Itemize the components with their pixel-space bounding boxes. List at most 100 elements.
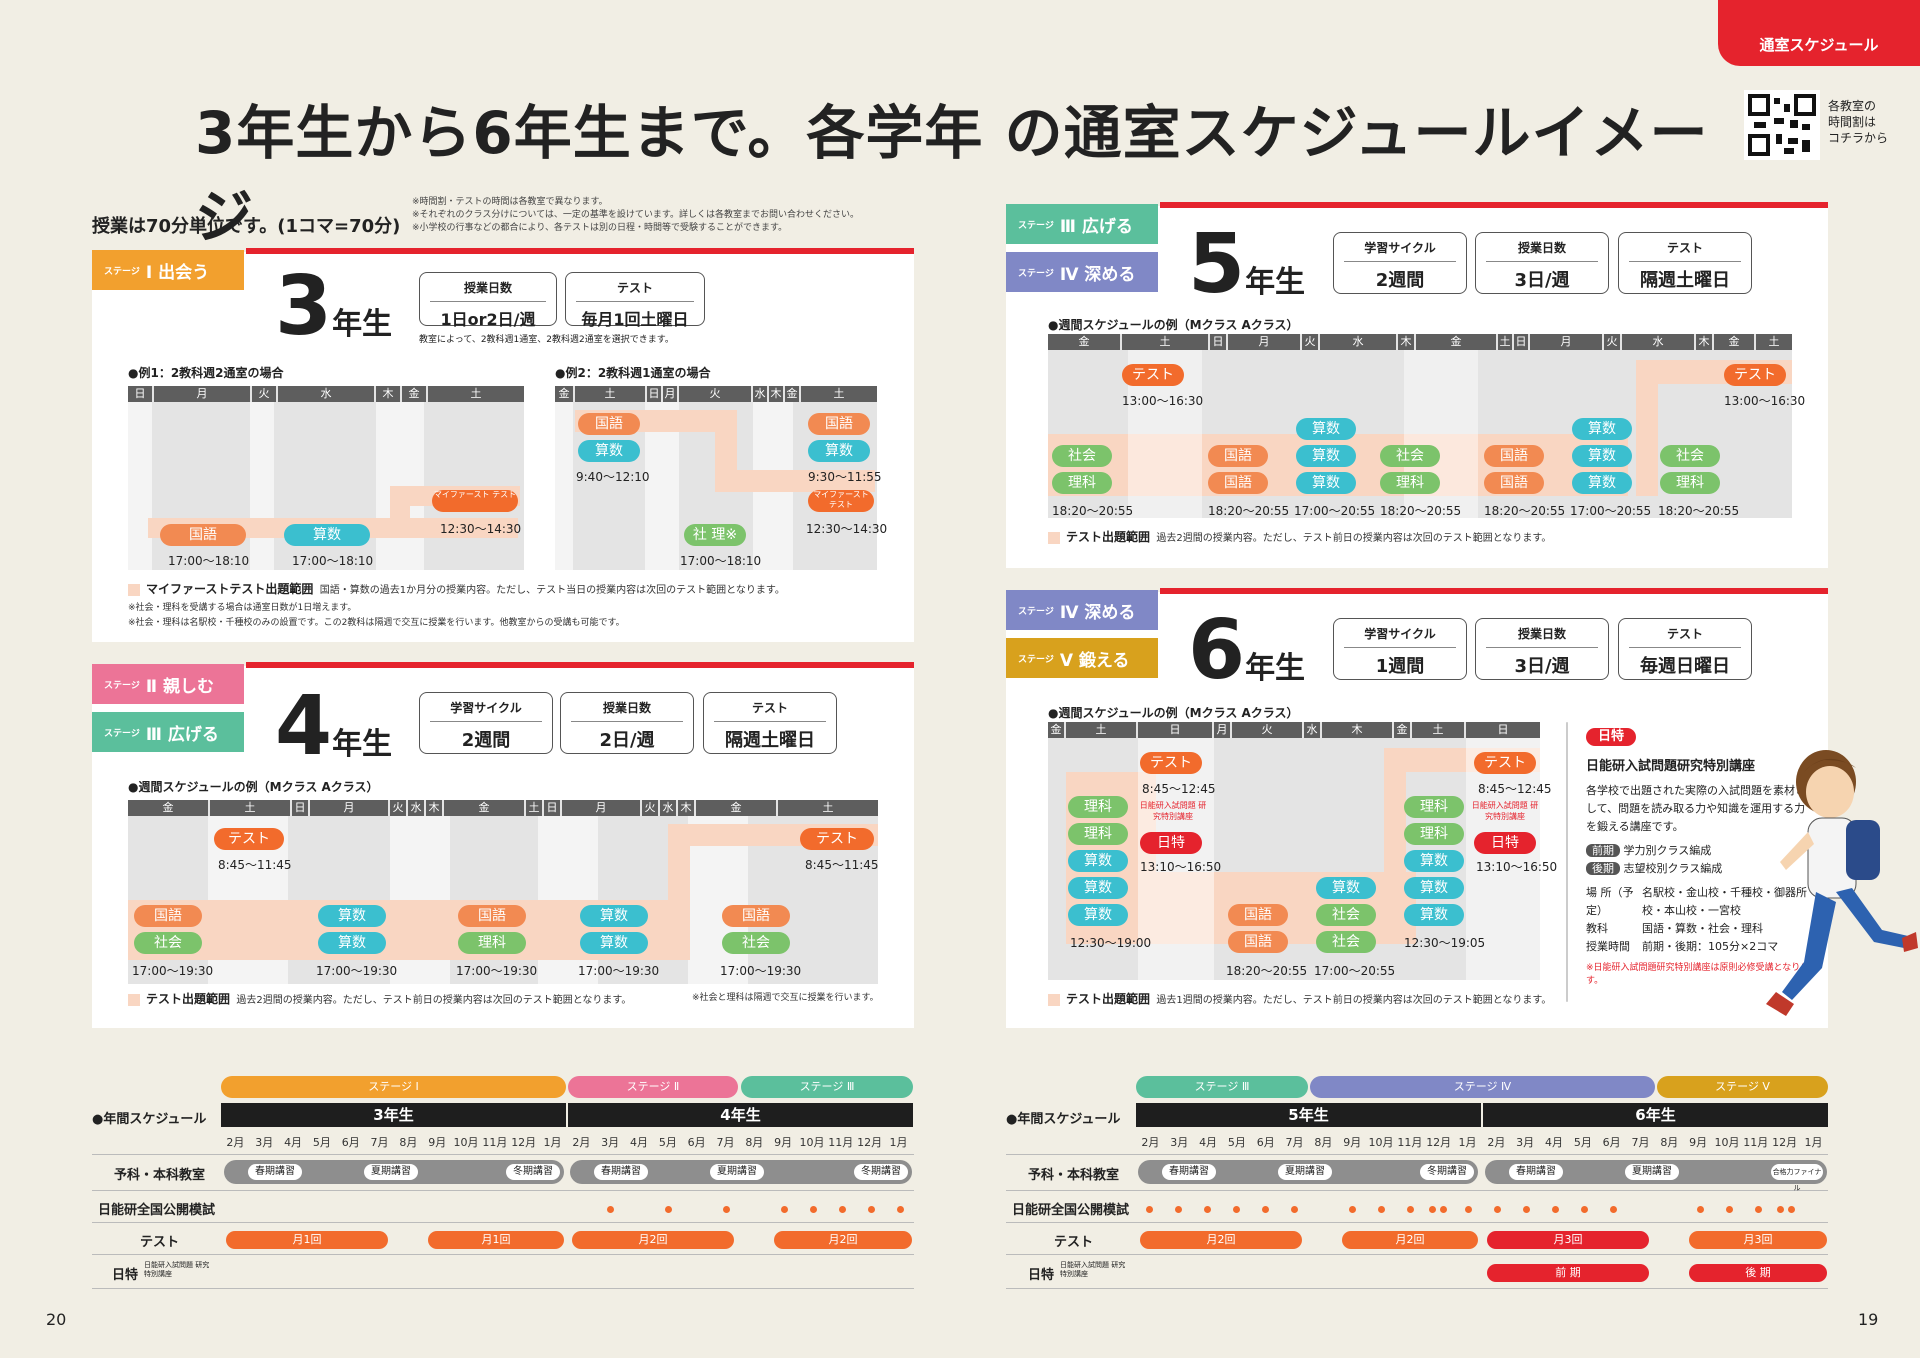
time-label: 13:00〜16:30 bbox=[1122, 394, 1204, 408]
info-cycle: 学習サイクル 1週間 bbox=[1333, 618, 1467, 680]
qr-note: 各教室の 時間割は コチラから bbox=[1828, 99, 1889, 145]
month-row: 2月 3月 4月 5月 6月 7月 8月 9月 10月 11月 12月 1月 2月 3月 4月 5月 6月 7月 8… bbox=[221, 1134, 913, 1150]
month-label: 1月 bbox=[1458, 1136, 1477, 1149]
time-label: 18:20〜20:55 bbox=[1208, 504, 1290, 518]
class-pill: 算数 bbox=[578, 440, 640, 462]
year-block: 5年生 bbox=[1136, 1103, 1481, 1127]
class-pill: 社会 bbox=[1316, 931, 1376, 953]
legend: マイファーストテスト出題範囲 国語・算数の過去1か月分の授業内容。ただし、テスト… bbox=[128, 580, 785, 597]
class-pill: 算数 bbox=[1572, 418, 1632, 440]
class-pill: 社会 bbox=[1052, 445, 1112, 467]
class-pill: 算数 bbox=[1296, 445, 1356, 467]
nittoku-pill: 日特 bbox=[1474, 832, 1536, 854]
month-label: 5月 bbox=[658, 1136, 677, 1149]
month-label: 9月 bbox=[428, 1136, 447, 1149]
row-sublabel: 日能研入試問題 研究特別講座 bbox=[144, 1261, 210, 1278]
month-label: 2月 bbox=[572, 1136, 591, 1149]
time-label: 12:30〜19:00 bbox=[1070, 936, 1152, 950]
test-bar: 月1回 bbox=[428, 1231, 564, 1249]
class-pill: 理科 bbox=[458, 932, 526, 954]
month-row: 2月 3月 4月 5月 6月 7月 8月 9月 10月 11月 12月 1月 2月 3月 4月 5月 6月 7月 8… bbox=[1136, 1134, 1828, 1150]
class-pill: 算数 bbox=[1404, 850, 1464, 872]
page-number-right: 19 bbox=[1858, 1310, 1879, 1329]
day-header: 金 bbox=[402, 386, 426, 402]
note: ※社会・理科を受講する場合は通室日数が1日増えます。 bbox=[128, 603, 357, 613]
row-label: 日特 bbox=[1028, 1268, 1055, 1283]
day-header: 火 bbox=[679, 386, 751, 402]
nittoku-badge: 日特 bbox=[1586, 728, 1637, 746]
page-number-left: 20 bbox=[46, 1310, 67, 1329]
time-label: 13:10〜16:50 bbox=[1140, 860, 1222, 874]
year-block: 3年生 bbox=[221, 1103, 566, 1127]
month-label: 11月 bbox=[1743, 1136, 1769, 1149]
info-test: テスト 隔週土曜日 bbox=[1618, 232, 1752, 294]
class-pill: 算数 bbox=[1404, 877, 1464, 899]
month-label: 4月 bbox=[630, 1136, 648, 1149]
class-pill: 算数 bbox=[318, 905, 386, 927]
notes: ※時間割・テストの時間は各教室で異なります。 ※それぞれのクラス分けについては、一… bbox=[412, 197, 860, 233]
month-label: 8月 bbox=[1660, 1136, 1679, 1149]
class-pill: 算数 bbox=[1068, 904, 1128, 926]
legend: テスト出題範囲 過去2週間の授業内容。ただし、テスト前日の授業内容は次回のテスト… bbox=[128, 990, 631, 1007]
stage-badge: ステージ Ⅴ 鍛える bbox=[1006, 638, 1158, 678]
time-label: 17:00〜20:55 bbox=[1570, 504, 1652, 518]
row-label: 予科・本科教室 bbox=[1028, 1168, 1120, 1183]
legend: テスト出題範囲 過去2週間の授業内容。ただし、テスト前日の授業内容は次回のテスト… bbox=[1048, 528, 1551, 545]
time-label: 8:45〜12:45 bbox=[1142, 782, 1216, 796]
qr-code-icon[interactable] bbox=[1744, 90, 1820, 160]
month-label: 1月 bbox=[889, 1136, 908, 1149]
time-label: 18:20〜20:55 bbox=[1380, 504, 1462, 518]
class-pill: 算数 bbox=[1068, 877, 1128, 899]
weekly-title: ●週間スケジュールの例（Mクラス Aクラス） bbox=[128, 780, 379, 794]
time-label: 18:20〜20:55 bbox=[1658, 504, 1740, 518]
class-pill: 社会 bbox=[1380, 445, 1440, 467]
info-cycle: 学習サイクル 2週間 bbox=[1333, 232, 1467, 294]
weekly-title: ●週間スケジュールの例（Mクラス Aクラス） bbox=[1048, 318, 1299, 332]
stage-badge: ステージ Ⅱ 親しむ bbox=[92, 664, 244, 704]
month-label: 6月 bbox=[1256, 1136, 1275, 1149]
class-pill: 理科 bbox=[1660, 472, 1720, 494]
month-label: 8月 bbox=[399, 1136, 418, 1149]
class-pill: 算数 bbox=[284, 524, 370, 546]
divider bbox=[246, 662, 914, 668]
class-pill: 算数 bbox=[1572, 445, 1632, 467]
month-label: 5月 bbox=[1227, 1136, 1246, 1149]
divider bbox=[1566, 722, 1568, 1002]
class-pill: 国語 bbox=[722, 905, 790, 927]
time-label: 17:00〜19:30 bbox=[456, 964, 538, 978]
row-sublabel: 日能研入試問題 研究特別講座 bbox=[1060, 1261, 1126, 1278]
month-label: 4月 bbox=[1199, 1136, 1218, 1149]
test-bar: 月2回 bbox=[572, 1231, 734, 1249]
stage-badge: ステージ Ⅳ 深める bbox=[1006, 590, 1158, 630]
class-pill: 算数 bbox=[580, 905, 648, 927]
annual-title: ●年間スケジュール bbox=[92, 1112, 207, 1127]
test-pill: マイファースト テスト bbox=[808, 490, 874, 512]
weekly-grid bbox=[1048, 722, 1540, 980]
month-label: 11月 bbox=[828, 1136, 854, 1149]
month-label: 6月 bbox=[687, 1136, 706, 1149]
time-label: 17:00〜19:30 bbox=[578, 964, 660, 978]
course-bar: 春期講習 夏期講習 冬期講習 bbox=[570, 1160, 912, 1184]
class-pill: 国語 bbox=[1208, 472, 1268, 494]
month-label: 8月 bbox=[745, 1136, 764, 1149]
class-pill: 理科 bbox=[1068, 823, 1128, 845]
info-test: テスト 隔週土曜日 bbox=[703, 692, 837, 754]
info-cycle: 学習サイクル 2週間 bbox=[419, 692, 553, 754]
time-label: 17:00〜19:30 bbox=[132, 964, 214, 978]
month-label: 3月 bbox=[255, 1136, 274, 1149]
day-header: 土 bbox=[428, 386, 524, 402]
month-label: 1月 bbox=[543, 1136, 562, 1149]
month-label: 12月 bbox=[1426, 1136, 1452, 1149]
month-label: 7月 bbox=[1285, 1136, 1304, 1149]
class-pill: 国語 bbox=[1228, 904, 1288, 926]
stage-bar: ステージ Ⅳ bbox=[1310, 1076, 1655, 1098]
class-pill: 理科 bbox=[1404, 823, 1464, 845]
test-pill: マイファースト テスト bbox=[432, 490, 518, 512]
class-pill: 算数 bbox=[1404, 904, 1464, 926]
class-pill: 国語 bbox=[1208, 445, 1268, 467]
time-label: 13:00〜16:30 bbox=[1724, 394, 1806, 408]
month-label: 7月 bbox=[1631, 1136, 1650, 1149]
month-label: 10月 bbox=[1714, 1136, 1740, 1149]
class-pill: 算数 bbox=[1572, 472, 1632, 494]
toku-label: 日能研入試問題 研究特別講座 bbox=[1471, 801, 1539, 821]
